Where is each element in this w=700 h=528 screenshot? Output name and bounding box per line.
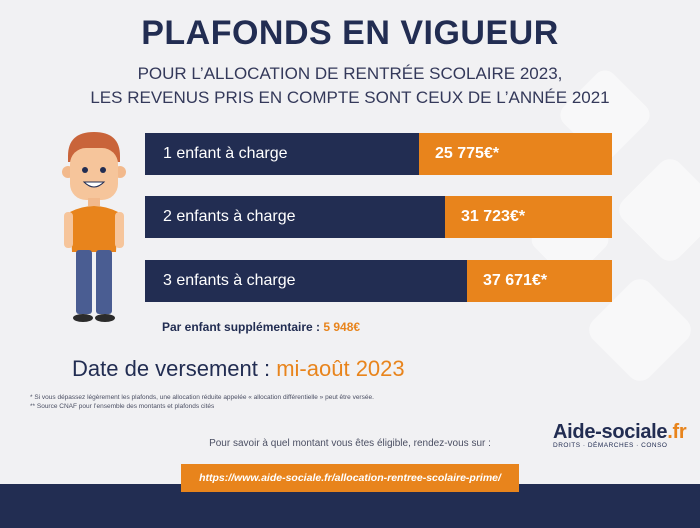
logo-tld: .fr: [667, 421, 687, 443]
row-value: 25 775€*: [419, 133, 612, 175]
row-value: 31 723€*: [445, 196, 612, 238]
payment-date: Date de versement : mi-août 2023: [72, 356, 405, 382]
extra-child-amount: Par enfant supplémentaire : 5 948€: [162, 320, 360, 334]
row-value: 37 671€*: [467, 260, 612, 302]
income-row-2: 2 enfants à charge 31 723€*: [145, 196, 612, 238]
logo-tagline: DROITS · DÉMARCHES · CONSO: [553, 442, 668, 449]
info-text: Pour savoir à quel montant vous êtes éli…: [209, 438, 491, 449]
subtitle-line-1: POUR L’ALLOCATION DE RENTRÉE SCOLAIRE 20…: [137, 64, 563, 83]
footnotes: * Si vous dépassez légèrement les plafon…: [30, 393, 374, 411]
footnote-1: * Si vous dépassez légèrement les plafon…: [30, 394, 374, 401]
payment-label: Date de versement :: [72, 356, 277, 381]
aide-sociale-logo[interactable]: Aide-sociale.fr DROITS · DÉMARCHES · CON…: [553, 421, 687, 449]
extra-label: Par enfant supplémentaire :: [162, 320, 324, 334]
logo-name: Aide-sociale: [553, 421, 668, 443]
income-row-3: 3 enfants à charge 37 671€*: [145, 260, 612, 302]
subtitle-line-2: LES REVENUS PRIS EN COMPTE SONT CEUX DE …: [90, 88, 610, 107]
income-row-1: 1 enfant à charge 25 775€*: [145, 133, 612, 175]
page-subtitle: POUR L’ALLOCATION DE RENTRÉE SCOLAIRE 20…: [0, 62, 700, 110]
person-illustration: [62, 132, 126, 322]
payment-value: mi-août 2023: [276, 356, 405, 381]
row-label: 1 enfant à charge: [145, 133, 419, 175]
footnote-2: ** Source CNAF pour l’ensemble des monta…: [30, 403, 215, 410]
row-label: 2 enfants à charge: [145, 196, 445, 238]
website-link-button[interactable]: https://www.aide-sociale.fr/allocation-r…: [181, 464, 519, 492]
page-title: PLAFONDS EN VIGUEUR: [141, 14, 559, 52]
extra-value: 5 948€: [323, 320, 361, 334]
row-label: 3 enfants à charge: [145, 260, 467, 302]
background-decoration: [531, 70, 700, 381]
